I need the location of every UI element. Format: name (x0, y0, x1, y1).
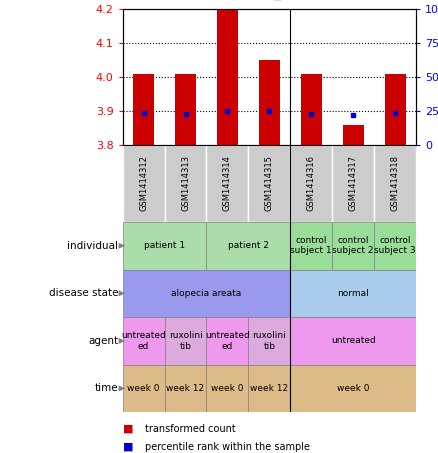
Text: time: time (95, 383, 118, 394)
Text: agent: agent (88, 336, 118, 346)
Text: ruxolini
tib: ruxolini tib (169, 331, 202, 351)
Text: ruxolini
tib: ruxolini tib (252, 331, 286, 351)
Text: alopecia areata: alopecia areata (171, 289, 242, 298)
Text: week 0: week 0 (337, 384, 370, 393)
Text: week 0: week 0 (211, 384, 244, 393)
Bar (165, 145, 206, 222)
Bar (259, 60, 280, 145)
Bar (290, 270, 416, 317)
Bar (206, 145, 248, 222)
Bar (290, 145, 332, 222)
Bar (374, 222, 416, 270)
Text: week 0: week 0 (127, 384, 160, 393)
Text: individual: individual (67, 241, 118, 251)
Bar (165, 365, 206, 412)
Text: GSM1414317: GSM1414317 (349, 155, 358, 212)
Bar (206, 365, 248, 412)
Bar (290, 365, 416, 412)
Bar (165, 317, 206, 365)
Text: normal: normal (337, 289, 369, 298)
Text: ■: ■ (123, 442, 133, 452)
Text: GSM1414318: GSM1414318 (391, 155, 399, 212)
Text: control
subject 1: control subject 1 (290, 236, 332, 255)
Text: control
subject 2: control subject 2 (332, 236, 374, 255)
Bar (206, 317, 248, 365)
Bar (175, 74, 196, 145)
Bar (385, 74, 406, 145)
Text: GSM1414315: GSM1414315 (265, 155, 274, 212)
Bar (123, 222, 206, 270)
Text: patient 1: patient 1 (144, 241, 185, 250)
Text: GSM1414313: GSM1414313 (181, 155, 190, 212)
Bar (332, 222, 374, 270)
Text: untreated
ed: untreated ed (121, 331, 166, 351)
Text: transformed count: transformed count (145, 424, 235, 434)
Bar (133, 74, 154, 145)
Bar (206, 222, 290, 270)
Text: percentile rank within the sample: percentile rank within the sample (145, 442, 310, 452)
Bar (343, 125, 364, 145)
Text: untreated: untreated (331, 337, 376, 345)
Text: control
subject 3: control subject 3 (374, 236, 416, 255)
Bar (123, 365, 165, 412)
Text: disease state: disease state (49, 288, 118, 299)
Text: week 12: week 12 (250, 384, 289, 393)
Text: ■: ■ (123, 424, 133, 434)
Text: week 12: week 12 (166, 384, 205, 393)
Text: GSM1414312: GSM1414312 (139, 155, 148, 212)
Bar (217, 9, 238, 145)
Bar (123, 145, 165, 222)
Bar (290, 317, 416, 365)
Bar (290, 222, 332, 270)
Bar (301, 74, 322, 145)
Text: GSM1414316: GSM1414316 (307, 155, 316, 212)
Bar (374, 145, 416, 222)
Bar (248, 365, 290, 412)
Bar (123, 270, 290, 317)
Bar (332, 145, 374, 222)
Text: GSM1414314: GSM1414314 (223, 155, 232, 212)
Text: untreated
ed: untreated ed (205, 331, 250, 351)
Bar (248, 145, 290, 222)
Bar (248, 317, 290, 365)
Text: patient 2: patient 2 (228, 241, 269, 250)
Bar (123, 317, 165, 365)
